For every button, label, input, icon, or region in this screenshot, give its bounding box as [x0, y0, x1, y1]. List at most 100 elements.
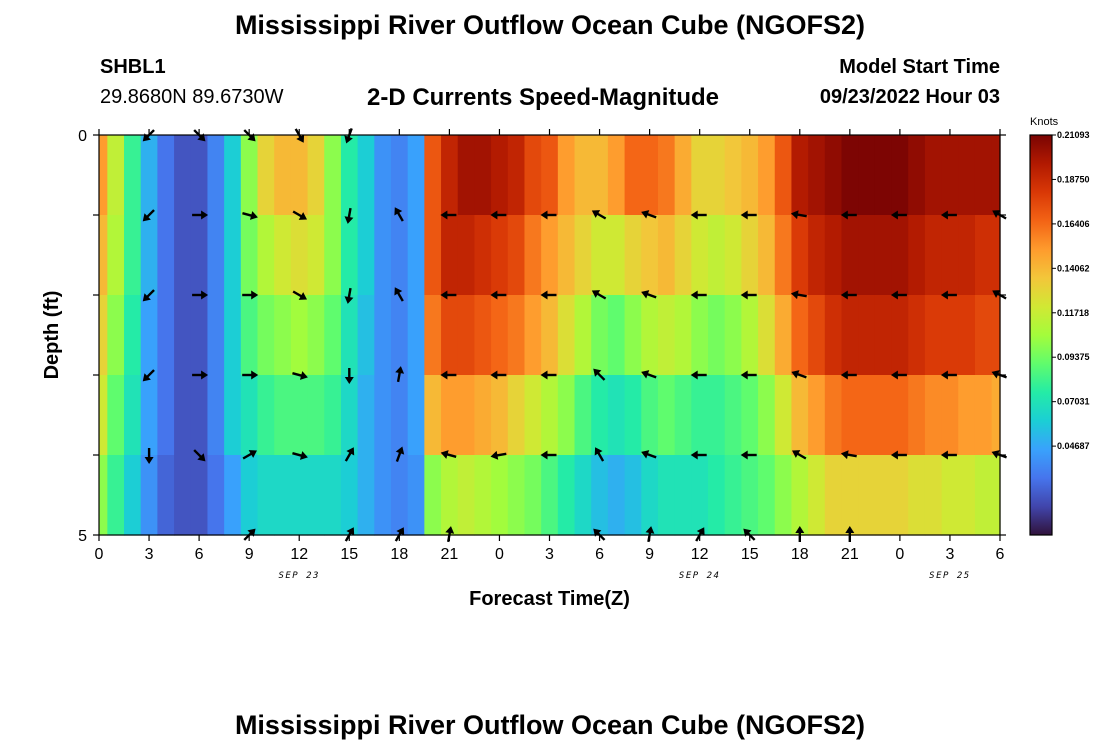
current-arrow — [840, 450, 857, 460]
current-arrow — [641, 450, 657, 459]
heatmap-cell — [724, 135, 742, 216]
current-arrow — [540, 290, 557, 300]
colorbar: Knots 0.21093 0.18750 0.16406 0.14062 0.11718… — [1029, 116, 1090, 536]
heatmap-cell — [257, 135, 275, 216]
x-tick-label: 6 — [195, 546, 204, 563]
current-arrow — [193, 129, 206, 142]
current-arrow — [242, 450, 257, 460]
heatmap-cell — [240, 215, 259, 296]
heatmap-cell — [858, 215, 876, 296]
heatmap-cell — [991, 295, 1001, 376]
heatmap-cell — [641, 135, 659, 216]
heatmap-cell — [691, 295, 709, 376]
heatmap-cell — [457, 295, 476, 376]
heatmap-cell — [307, 455, 325, 536]
heatmap-cell — [107, 455, 125, 536]
heatmap-cell — [274, 295, 292, 376]
heatmap-cell — [808, 215, 826, 296]
heatmap-cell — [808, 455, 826, 536]
heatmap-cell — [524, 215, 542, 296]
heatmap-cell — [107, 375, 125, 456]
heatmap-cell — [357, 455, 375, 536]
heatmap-cell — [557, 295, 576, 376]
current-arrow — [440, 210, 457, 220]
heatmap-cell — [441, 295, 459, 376]
heatmap-cells — [99, 135, 1001, 536]
heatmap-cell — [524, 295, 542, 376]
current-arrow — [991, 450, 1007, 459]
heatmap-cell — [174, 455, 192, 536]
current-arrow — [591, 210, 607, 220]
heatmap-cell — [974, 295, 993, 376]
heatmap-cell — [207, 295, 225, 376]
heatmap-cell — [207, 455, 225, 536]
heatmap-cell — [174, 215, 192, 296]
heatmap-cell — [240, 455, 259, 536]
x-tick-label: 3 — [145, 546, 154, 563]
heatmap-cell — [774, 295, 793, 376]
current-arrow — [890, 370, 907, 380]
heatmap-cell — [557, 135, 576, 216]
heatmap-cell — [958, 375, 976, 456]
heatmap-cell — [274, 375, 292, 456]
current-arrow — [740, 370, 757, 380]
heatmap-cell — [424, 375, 442, 456]
heatmap-cell — [290, 375, 309, 456]
current-arrow — [940, 370, 957, 380]
heatmap-cell — [708, 295, 726, 376]
current-arrow — [344, 527, 355, 542]
heatmap-cell — [841, 375, 859, 456]
heatmap-cell — [307, 375, 325, 456]
heatmap-cell — [507, 215, 526, 296]
heatmap-cell — [390, 375, 409, 456]
heatmap-cell — [591, 215, 609, 296]
heatmap-cell — [758, 455, 776, 536]
heatmap-cell — [474, 215, 492, 296]
heatmap-cell — [240, 135, 259, 216]
current-arrow — [540, 210, 557, 220]
heatmap-cell — [858, 295, 876, 376]
heatmap-cell — [824, 375, 843, 456]
x-tick-label: 12 — [290, 546, 308, 563]
current-arrow — [992, 210, 1007, 220]
current-arrow — [795, 526, 805, 542]
heatmap-cell — [374, 455, 392, 536]
date-label: SEP 25 — [929, 571, 971, 581]
heatmap-cell — [774, 135, 793, 216]
heatmap-cell — [991, 215, 1001, 296]
heatmap-cell — [240, 295, 259, 376]
heatmap-cell — [724, 295, 742, 376]
current-arrow — [142, 129, 155, 142]
heatmap-cell — [941, 135, 959, 216]
heatmap-cell — [657, 375, 676, 456]
heatmap-cell — [841, 215, 859, 296]
current-arrow — [292, 290, 307, 300]
heatmap-cell — [390, 135, 409, 216]
current-arrow — [144, 448, 154, 464]
heatmap-cell — [407, 295, 425, 376]
heatmap-cell — [891, 455, 909, 536]
heatmap-cell — [974, 375, 993, 456]
x-tick-label: 0 — [95, 546, 104, 563]
heatmap-cell — [457, 455, 476, 536]
heatmap-cell — [457, 135, 476, 216]
current-arrow — [440, 370, 457, 380]
heatmap-cell — [99, 135, 108, 216]
heatmap-cell — [708, 375, 726, 456]
heatmap-cell — [157, 375, 175, 456]
heatmap-cell — [791, 135, 809, 216]
heatmap-cell — [340, 295, 359, 376]
heatmap-cell — [691, 375, 709, 456]
heatmap-cell — [641, 455, 659, 536]
heatmap-cell — [574, 295, 592, 376]
heatmap-cell — [541, 295, 559, 376]
heatmap-cell — [340, 135, 359, 216]
heatmap-cell — [557, 455, 576, 536]
current-arrow — [740, 210, 757, 220]
heatmap-cell — [574, 135, 592, 216]
heatmap-cell — [691, 455, 709, 536]
heatmap-cell — [407, 455, 425, 536]
heatmap-cell — [824, 455, 843, 536]
heatmap-cell — [257, 375, 275, 456]
heatmap-cell — [841, 135, 859, 216]
